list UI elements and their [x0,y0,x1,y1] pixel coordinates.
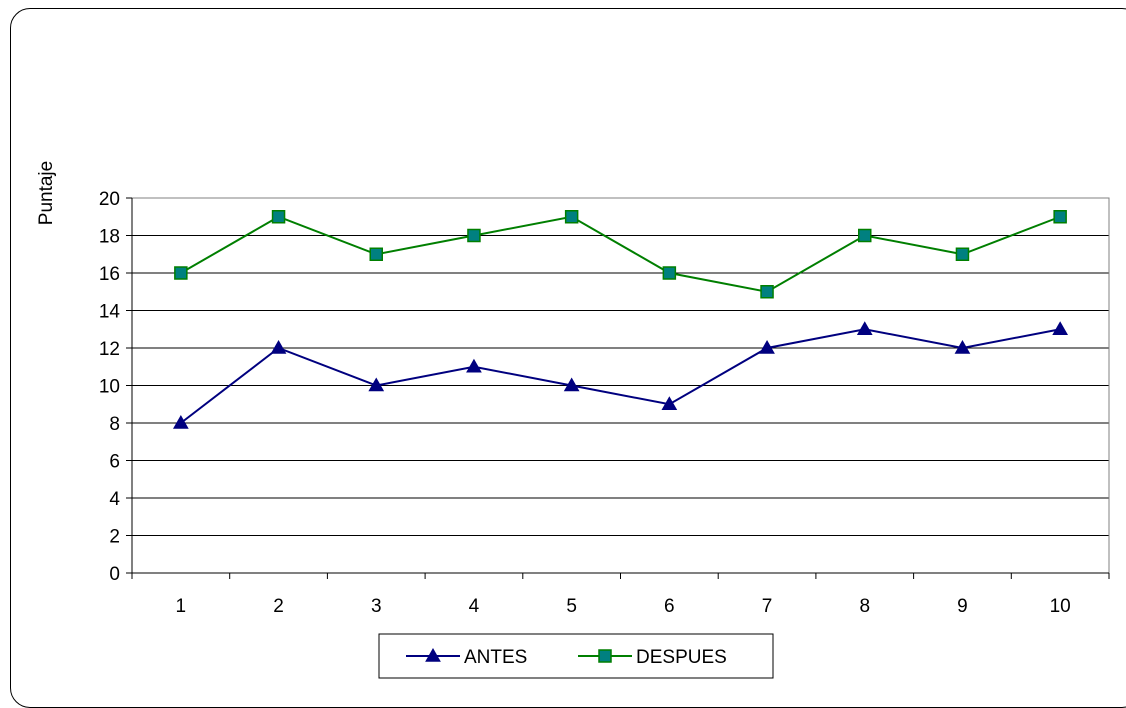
series-line [180,215,1061,293]
y-tick-label: 4 [109,489,120,510]
data-point [563,377,580,392]
data-point [954,339,971,354]
data-point [856,321,873,335]
x-tick-label: 4 [469,596,480,617]
data-point [172,414,189,429]
data-point [467,228,481,243]
y-tick-label: 20 [99,189,120,210]
y-tick-labels: 0 2 4 6 8 10 12 14 16 18 20 [99,189,121,585]
data-point [661,396,678,410]
legend-marker [425,647,441,662]
y-tick-label: 12 [99,339,120,360]
y-tick-label: 8 [109,414,120,435]
x-tick-label: 5 [566,596,577,617]
x-tick-label: 8 [859,596,870,617]
x-tick-label: 7 [762,596,773,617]
data-point [368,377,385,392]
x-tick-label: 9 [957,596,968,617]
data-point [1052,321,1069,335]
data-point [270,339,287,354]
data-point [174,266,188,280]
data-point [858,228,872,243]
series-line [180,328,1061,424]
axes [126,197,1110,579]
chart-frame [10,8,1126,708]
legend-entry-antes: ANTES [406,647,527,668]
legend-label: ANTES [464,647,527,668]
data-point [369,247,383,261]
series-despues [174,210,1067,299]
legend-label: DESPUES [636,647,727,668]
x-tick-label: 10 [1050,596,1071,617]
y-tick-label: 2 [109,527,120,548]
x-tick-label: 1 [176,596,187,617]
data-point [564,210,579,224]
y-tick-label: 16 [99,264,120,285]
legend-entry-despues: DESPUES [578,647,727,668]
data-point [760,285,774,299]
x-tick-label: 2 [273,596,284,617]
legend-marker [598,649,612,663]
series-antes [172,321,1069,429]
data-point [466,358,482,373]
data-point [955,247,970,261]
x-tick-label: 6 [664,596,675,617]
x-tick-labels: 1 2 3 4 5 6 7 8 9 10 [176,596,1071,617]
data-point [1053,210,1067,224]
series [172,210,1069,429]
y-tick-label: 14 [99,302,121,323]
y-tick-label: 0 [109,564,120,585]
y-tick-label: 10 [99,377,120,398]
data-point [759,339,775,354]
x-tick-label: 3 [371,596,382,617]
data-point [662,266,677,280]
y-tick-label: 6 [109,452,120,473]
data-point [271,210,286,224]
y-tick-label: 18 [99,227,120,248]
legend: ANTES DESPUES [378,633,774,679]
y-axis-title: Puntaje [36,161,57,225]
